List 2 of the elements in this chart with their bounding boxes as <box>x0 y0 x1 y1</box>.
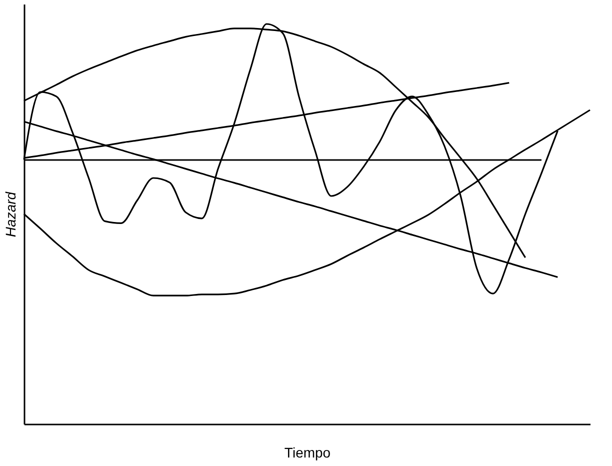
x-axis-title: Tiempo <box>284 444 331 460</box>
y-axis-title: Hazard <box>2 190 18 238</box>
